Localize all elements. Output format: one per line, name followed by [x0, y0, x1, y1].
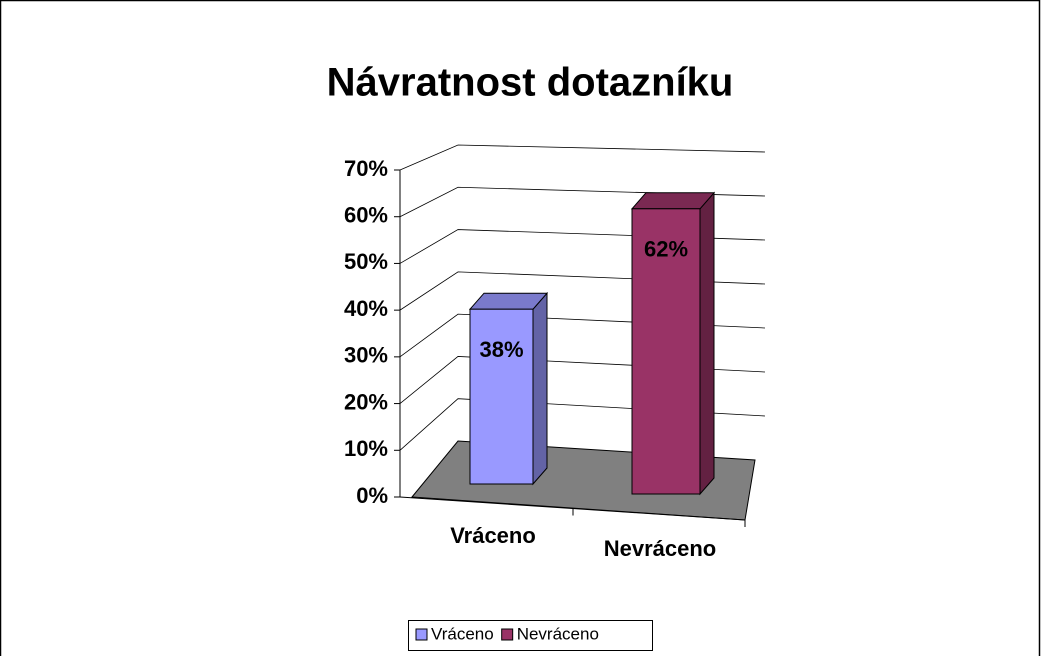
x-axis — [399, 496, 746, 521]
legend — [408, 620, 653, 651]
side-wall — [400, 145, 458, 497]
bar — [469, 308, 534, 485]
y-tick-label: 0% — [356, 483, 388, 508]
bar-side — [532, 291, 548, 486]
data-label: 38% — [479, 337, 523, 362]
y-tick-label: 60% — [344, 203, 388, 228]
bar — [631, 208, 701, 495]
y-tick-label: 10% — [344, 436, 388, 461]
grid-line — [399, 144, 766, 171]
legend-swatch — [501, 628, 514, 641]
x-tick-label: Nevráceno — [604, 536, 717, 561]
legend-label: Vráceno — [431, 624, 494, 643]
chart-title: Návratnost dotazníku — [327, 61, 734, 105]
data-label: 62% — [644, 237, 688, 262]
bar-top — [468, 292, 549, 310]
bar-top — [630, 192, 716, 210]
legend-label: Nevráceno — [517, 624, 599, 643]
y-tick-label: 40% — [344, 296, 388, 321]
x-tick-label: Vráceno — [450, 523, 536, 548]
y-tick-label: 70% — [344, 156, 388, 181]
y-tick-label: 30% — [344, 343, 388, 368]
y-tick-label: 20% — [344, 389, 388, 414]
y-tick-label: 50% — [344, 249, 388, 274]
legend-swatch — [415, 628, 428, 641]
bar-side — [699, 191, 715, 496]
